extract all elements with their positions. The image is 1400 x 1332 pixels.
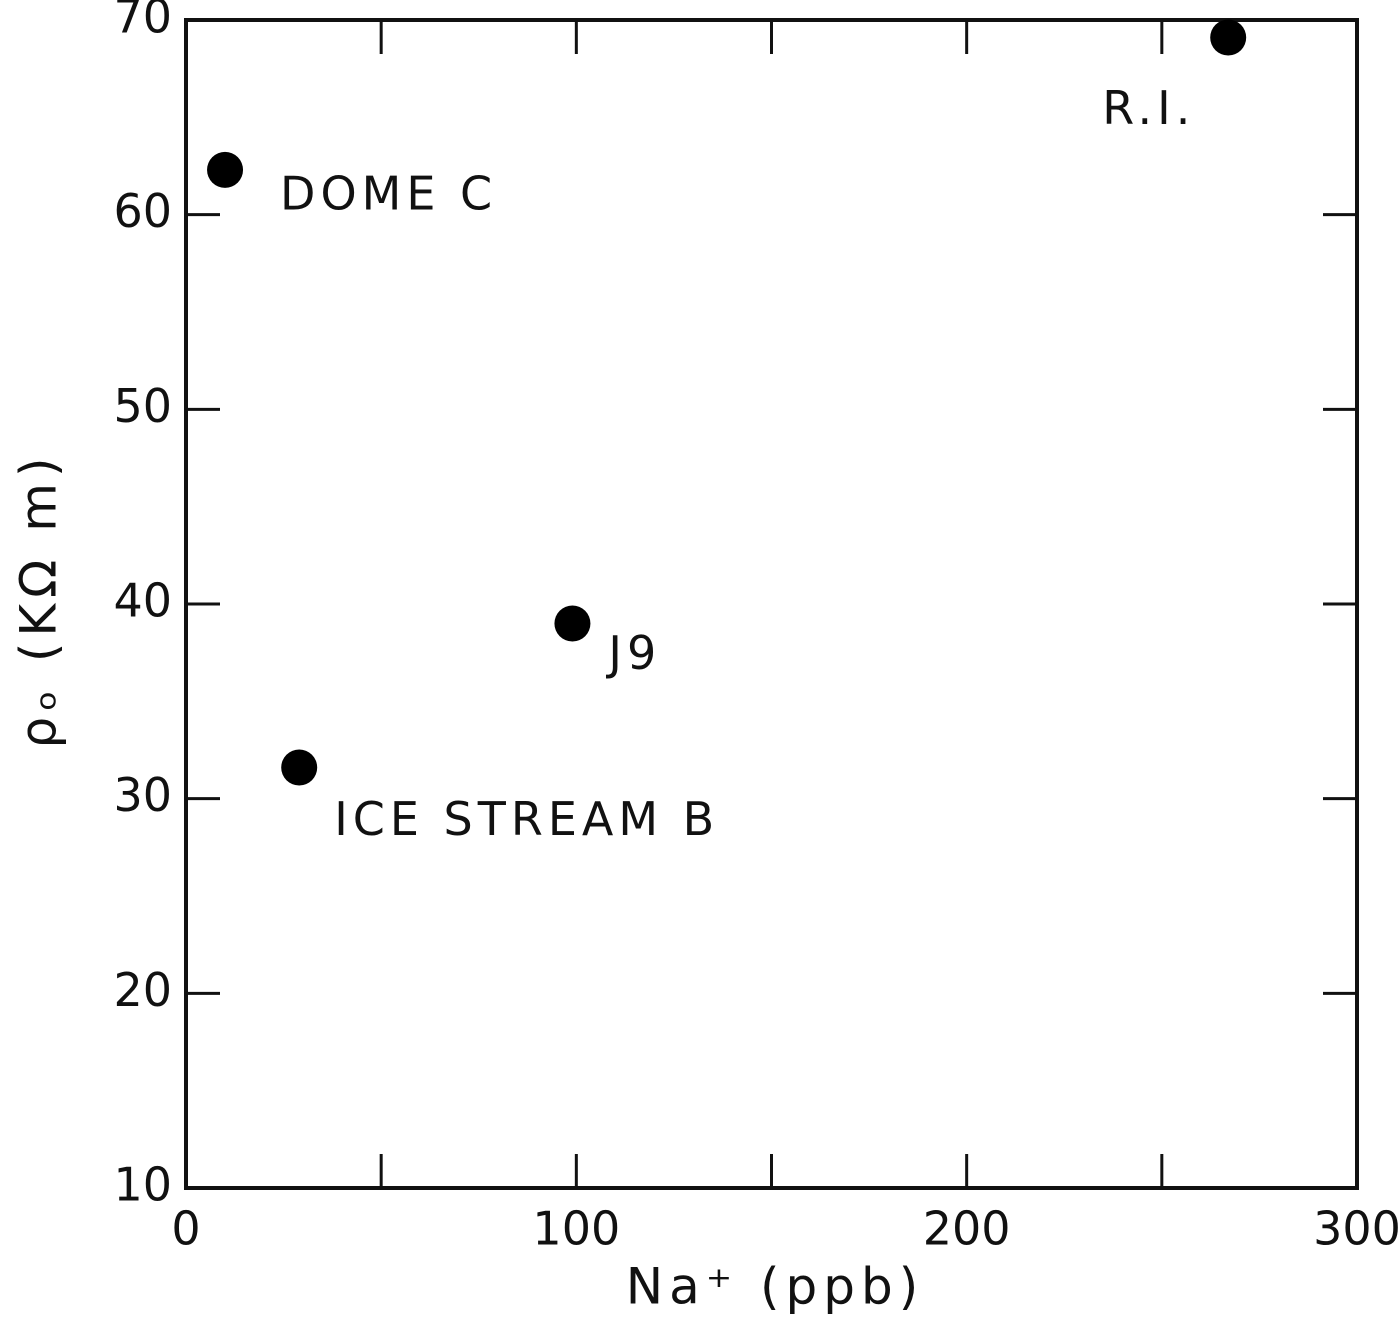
y-tick-label: 60 [113, 184, 172, 238]
point-label: J9 [605, 626, 661, 680]
y-axis-label: ρₒ (KΩ m) [10, 452, 68, 749]
point [281, 749, 318, 786]
point [1210, 19, 1247, 56]
y-tick-label: 30 [113, 768, 172, 822]
point-label: R.I. [1102, 81, 1195, 135]
y-tick-label: 70 [113, 0, 172, 44]
y-tick-label: 20 [113, 963, 172, 1017]
point-label: DOME C [280, 166, 497, 220]
x-tick-label: 300 [1313, 1202, 1400, 1256]
point-label: ICE STREAM B [334, 792, 719, 846]
y-tick-label: 40 [113, 574, 172, 628]
x-tick-label: 0 [171, 1202, 200, 1256]
x-tick-label: 100 [532, 1202, 620, 1256]
point [207, 151, 244, 188]
y-tick-label: 50 [113, 379, 172, 433]
x-tick-label: 200 [923, 1202, 1011, 1256]
x-axis-label: Na⁺ (ppb) [626, 1258, 925, 1316]
point [554, 605, 591, 642]
y-tick-label: 10 [113, 1158, 172, 1212]
